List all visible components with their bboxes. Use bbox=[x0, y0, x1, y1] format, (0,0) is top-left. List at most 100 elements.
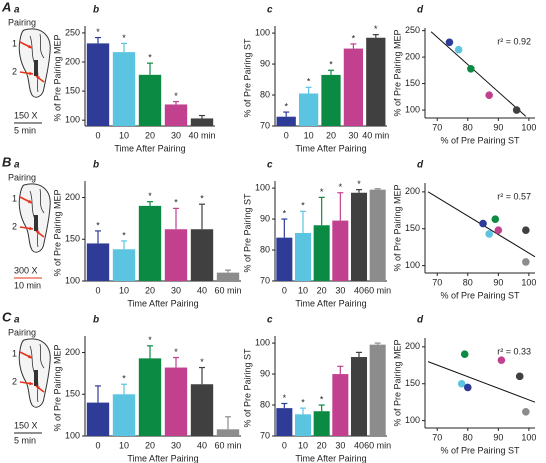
diagram-title: Pairing bbox=[8, 172, 36, 182]
y-tick-label: 200 bbox=[65, 347, 80, 357]
bar bbox=[366, 37, 386, 126]
x-tick-label: 40 min bbox=[362, 130, 389, 140]
stim-arrow-head bbox=[36, 231, 40, 235]
panel-letter: b bbox=[93, 315, 99, 326]
significance-mark: * bbox=[307, 77, 311, 87]
x-tick-label: 100 bbox=[521, 432, 536, 442]
y-tick-label: 100 bbox=[65, 275, 80, 285]
y-tick-label: 250 bbox=[405, 25, 420, 35]
x-tick-label: 80 bbox=[463, 277, 473, 287]
regression-line bbox=[430, 31, 527, 117]
scatter-point bbox=[454, 45, 463, 54]
bar bbox=[332, 374, 349, 436]
stim-arrow-head bbox=[28, 44, 32, 49]
bar bbox=[86, 402, 110, 436]
bar bbox=[164, 229, 188, 281]
significance-mark: * bbox=[122, 33, 126, 43]
scatter-point bbox=[491, 215, 500, 223]
stimulus-label: 300 X bbox=[14, 265, 38, 275]
panel-letter: b bbox=[93, 5, 99, 16]
scatter-point bbox=[457, 379, 466, 388]
y-tick-label: 90 bbox=[260, 58, 270, 68]
y-tick-label: 100 bbox=[65, 430, 80, 440]
bar bbox=[164, 104, 188, 126]
brain-diagram bbox=[18, 338, 51, 408]
x-tick-label: 0 bbox=[95, 130, 100, 140]
r-squared-label: r² = 0.92 bbox=[497, 36, 531, 46]
duration-label: 10 min bbox=[14, 280, 41, 290]
y-tick-label: 250 bbox=[65, 27, 80, 37]
significance-mark: * bbox=[122, 230, 126, 240]
x-tick-label: 10 bbox=[304, 130, 314, 140]
significance-mark: * bbox=[283, 208, 287, 218]
y-tick-label: 150 bbox=[405, 378, 420, 388]
x-tick-label: 60 min bbox=[364, 440, 391, 450]
panel-letter: c bbox=[267, 315, 273, 326]
bar bbox=[138, 74, 162, 126]
significance-mark: * bbox=[148, 191, 152, 201]
scatter-point bbox=[522, 226, 530, 235]
site-label: 1 bbox=[12, 193, 17, 203]
x-tick-label: 30 bbox=[348, 130, 358, 140]
bar bbox=[350, 192, 368, 281]
y-tick-label: 150 bbox=[405, 78, 420, 88]
bar bbox=[86, 43, 110, 126]
x-tick-label: 20 bbox=[326, 130, 336, 140]
y-tick-label: 200 bbox=[65, 192, 80, 202]
panel-letter: a bbox=[14, 5, 20, 16]
bar bbox=[313, 225, 330, 281]
significance-mark: * bbox=[174, 91, 178, 101]
stim-arrow-head bbox=[28, 199, 32, 204]
row-letter: B bbox=[2, 154, 11, 169]
x-tick-label: 30 bbox=[171, 130, 181, 140]
site-label: 2 bbox=[12, 221, 17, 231]
bar bbox=[112, 249, 136, 281]
bar bbox=[190, 384, 214, 436]
y-tick-label: 200 bbox=[405, 186, 420, 196]
x-tick-label: 80 bbox=[463, 432, 473, 442]
significance-mark: * bbox=[320, 187, 324, 197]
y-tick-label: 80 bbox=[260, 89, 270, 99]
significance-mark: * bbox=[301, 398, 305, 408]
x-tick-label: 40 bbox=[354, 440, 364, 450]
site-label: 2 bbox=[12, 66, 17, 76]
stim-arrow-head bbox=[29, 226, 33, 231]
bar bbox=[276, 116, 296, 126]
significance-mark: * bbox=[283, 393, 287, 403]
bar bbox=[350, 357, 368, 436]
bar bbox=[216, 272, 240, 281]
stim-arrow-head bbox=[29, 71, 33, 76]
duration-label: 5 min bbox=[14, 125, 36, 135]
regression-line bbox=[427, 361, 536, 403]
significance-mark: * bbox=[320, 394, 324, 404]
significance-mark: * bbox=[96, 220, 100, 230]
y-tick-label: 150 bbox=[65, 389, 80, 399]
site-label: 1 bbox=[12, 348, 17, 358]
significance-mark: * bbox=[284, 101, 288, 111]
y-tick-label: 150 bbox=[65, 234, 80, 244]
x-tick-label: 40 bbox=[197, 285, 207, 295]
y-axis-label: % of Pre Pairing MEP bbox=[52, 189, 62, 276]
y-tick-label: 80 bbox=[260, 244, 270, 254]
x-tick-label: 30 bbox=[171, 440, 181, 450]
significance-mark: * bbox=[148, 53, 152, 63]
stimulus-label: 150 X bbox=[14, 420, 38, 430]
diagram-title: Pairing bbox=[8, 327, 36, 337]
electrode bbox=[34, 60, 38, 76]
brain-sulcus bbox=[39, 188, 45, 214]
site-label: 2 bbox=[12, 376, 17, 386]
y-axis-label: % of Pre Pairing MEP bbox=[392, 339, 402, 426]
x-tick-label: 90 bbox=[493, 122, 503, 132]
x-tick-label: 20 bbox=[145, 440, 155, 450]
panel-letter: a bbox=[14, 160, 20, 171]
x-axis-label: Time After Pairing bbox=[127, 298, 198, 308]
y-axis-label: % of Pre Pairing MEP bbox=[52, 344, 62, 431]
scatter-point bbox=[485, 91, 493, 100]
x-tick-label: 10 bbox=[119, 130, 129, 140]
electrode bbox=[34, 370, 38, 386]
x-tick-label: 10 bbox=[119, 440, 129, 450]
x-tick-label: 90 bbox=[493, 277, 503, 287]
row-letter: A bbox=[1, 0, 11, 14]
x-tick-label: 30 bbox=[335, 285, 345, 295]
bar bbox=[164, 367, 188, 436]
